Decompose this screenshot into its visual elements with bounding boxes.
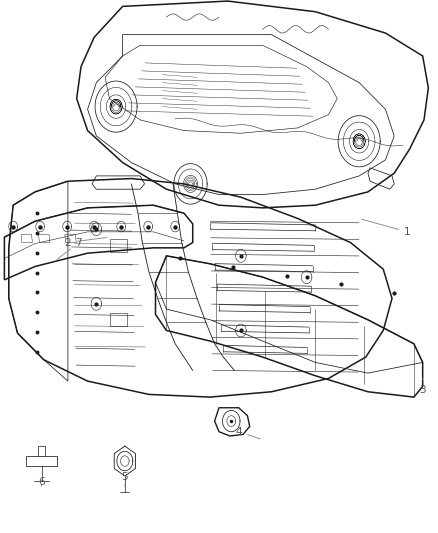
Text: 6: 6 <box>38 477 45 487</box>
Text: 1: 1 <box>362 219 411 237</box>
Text: 5: 5 <box>121 472 128 486</box>
Text: 2: 2 <box>64 238 107 247</box>
Text: 4: 4 <box>235 427 260 439</box>
Text: 3: 3 <box>419 378 426 395</box>
Text: 7: 7 <box>57 238 82 260</box>
